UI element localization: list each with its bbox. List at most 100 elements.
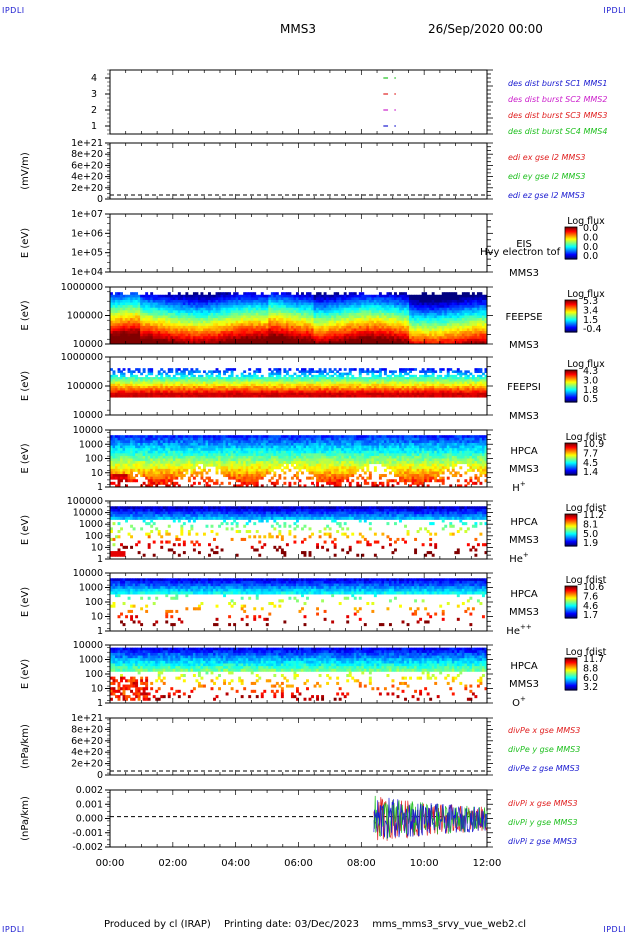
spectrogram-cell: [454, 297, 458, 301]
spectrogram-cell: [122, 318, 126, 322]
corner-mark-top-left: IPDLI: [2, 6, 25, 15]
spectrogram-cell: [140, 383, 144, 387]
spectrogram-cell: [275, 333, 279, 337]
spectrogram-cell: [157, 307, 161, 311]
spectrogram-cell: [368, 331, 372, 335]
spectrogram-cell: [396, 315, 400, 319]
spectrogram-cell: [268, 368, 272, 371]
spectrogram-cell: [451, 377, 455, 380]
spectrogram-cell: [112, 310, 116, 314]
spectrogram-cell: [331, 325, 335, 329]
spectrogram-cell: [112, 390, 116, 394]
spectrogram-feepsi: [110, 368, 488, 398]
spectrogram-cell: [110, 388, 113, 391]
spectrogram-cell: [368, 386, 372, 389]
spectrogram-cell: [182, 302, 186, 306]
spectrogram-cell: [368, 388, 372, 391]
spectrogram-cell: [456, 302, 460, 306]
spectrogram-cell: [416, 307, 420, 311]
spectrogram-cell: [220, 307, 224, 311]
spectrogram-cell: [172, 383, 176, 387]
spectrogram-cell: [368, 297, 372, 301]
spectrogram-cell: [260, 381, 264, 385]
spectrogram-cell: [416, 392, 420, 396]
spectrogram-cell: [192, 292, 196, 296]
spectrogram-cell: [338, 374, 342, 378]
spectrogram-cell: [338, 336, 342, 340]
spectrogram-cell: [409, 368, 412, 371]
spectrogram-cell: [268, 341, 272, 345]
spectrogram-cell: [187, 341, 191, 345]
spectrogram-cell: [404, 388, 407, 391]
spectrogram-cell: [192, 315, 196, 319]
spectrogram-cell: [130, 341, 134, 345]
spectrogram-cell: [394, 336, 397, 340]
spectrogram-cell: [436, 388, 440, 391]
spectrogram-cell: [471, 320, 475, 324]
spectrogram-cell: [336, 323, 340, 327]
spectrogram-cell: [353, 390, 357, 394]
spectrogram-cell: [152, 392, 156, 396]
spectrogram-cell: [290, 392, 294, 396]
spectrogram-cell: [280, 390, 284, 394]
spectrogram-cell: [160, 338, 164, 342]
spectrogram-cell: [290, 305, 294, 309]
spectrogram-cell: [197, 374, 201, 378]
spectrogram-cell: [142, 333, 146, 337]
spectrogram-cell: [255, 312, 259, 316]
spectrogram-cell: [235, 333, 239, 337]
spectrogram-cell: [288, 310, 292, 314]
spectrogram-cell: [396, 318, 400, 322]
spectrogram-cell: [376, 338, 380, 342]
spectrogram-cell: [436, 390, 440, 394]
spectrogram-cell: [112, 318, 116, 322]
spectrogram-cell: [130, 383, 134, 387]
colorbar-cell: [565, 233, 577, 235]
spectrogram-cell: [466, 338, 470, 342]
spectrogram-cell: [331, 305, 335, 309]
spectrogram-cell: [273, 331, 277, 335]
spectrogram-cell: [228, 381, 232, 385]
spectrogram-cell: [421, 315, 425, 319]
spectrogram-cell: [270, 338, 274, 342]
spectrogram-cell: [137, 386, 141, 389]
spectrogram-cell: [454, 338, 458, 342]
spectrogram-cell: [391, 388, 395, 391]
spectrogram-cell: [411, 310, 415, 314]
spectrogram-cell: [253, 333, 257, 337]
spectrogram-cell: [451, 331, 455, 335]
spectrogram-cell: [140, 381, 144, 385]
spectrogram-cell: [270, 341, 274, 345]
spectrogram-cell: [424, 388, 428, 391]
spectrogram-cell: [439, 318, 443, 322]
spectrogram-cell: [238, 333, 242, 337]
spectrogram-cell: [346, 336, 350, 340]
spectrogram-cell: [235, 320, 239, 324]
spectrogram-cell: [429, 331, 433, 335]
spectrogram-cell: [270, 331, 274, 335]
spectrogram-cell: [404, 315, 407, 319]
spectrogram-cell: [311, 392, 314, 396]
spectrogram-cell: [275, 372, 279, 376]
spectrogram-cell: [404, 323, 407, 327]
spectrogram-cell: [431, 381, 435, 385]
spectrogram-cell: [388, 325, 392, 329]
spectrogram-cell: [263, 379, 267, 382]
colorbar-tick-feepse: -0.4: [583, 324, 602, 335]
spectrogram-cell: [243, 305, 247, 309]
spectrogram-cell: [313, 336, 317, 340]
spectrogram-cell: [290, 388, 294, 391]
spectrogram-cell: [431, 310, 435, 314]
spectrogram-cell: [414, 305, 418, 309]
spectrogram-cell: [444, 394, 448, 398]
spectrogram-cell: [303, 392, 307, 396]
spectrogram-cell: [368, 328, 372, 332]
spectrogram-cell: [298, 381, 302, 385]
spectrogram-cell: [308, 325, 312, 329]
spectrogram-cell: [421, 370, 425, 374]
spectrogram-cell: [323, 388, 327, 391]
spectrogram-cell: [195, 338, 199, 342]
spectrogram-cell: [278, 325, 282, 329]
spectrogram-cell: [449, 341, 453, 345]
spectrogram-cell: [122, 368, 126, 371]
